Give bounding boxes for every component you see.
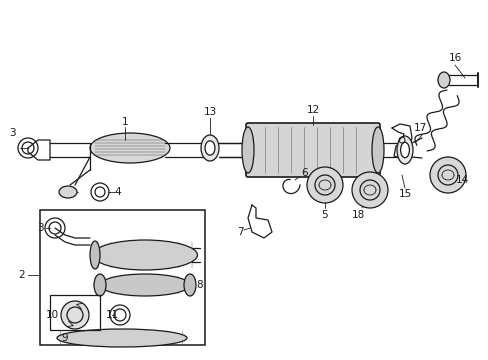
Ellipse shape bbox=[371, 127, 383, 173]
Bar bbox=[50, 295, 100, 330]
Text: 12: 12 bbox=[306, 105, 319, 115]
Ellipse shape bbox=[396, 136, 412, 164]
Text: 9: 9 bbox=[61, 333, 68, 343]
Ellipse shape bbox=[400, 142, 408, 158]
Ellipse shape bbox=[90, 133, 170, 163]
Circle shape bbox=[306, 167, 342, 203]
Text: 17: 17 bbox=[412, 123, 426, 133]
Ellipse shape bbox=[94, 274, 106, 296]
Text: 1: 1 bbox=[122, 117, 128, 127]
Text: 3: 3 bbox=[37, 223, 43, 233]
Text: 10: 10 bbox=[45, 310, 59, 320]
FancyBboxPatch shape bbox=[245, 123, 379, 177]
Ellipse shape bbox=[242, 127, 253, 173]
Text: 5: 5 bbox=[321, 210, 327, 220]
Ellipse shape bbox=[437, 72, 449, 88]
Ellipse shape bbox=[183, 274, 196, 296]
Text: 8: 8 bbox=[196, 280, 203, 290]
Text: 6: 6 bbox=[301, 168, 307, 178]
Text: 13: 13 bbox=[203, 107, 216, 117]
Ellipse shape bbox=[92, 240, 197, 270]
Ellipse shape bbox=[201, 135, 219, 161]
Text: 3: 3 bbox=[9, 128, 15, 138]
Bar bbox=[40, 210, 204, 345]
Text: 18: 18 bbox=[351, 210, 364, 220]
Text: 14: 14 bbox=[454, 175, 468, 185]
Ellipse shape bbox=[57, 329, 186, 347]
Circle shape bbox=[61, 301, 89, 329]
Ellipse shape bbox=[90, 241, 100, 269]
Text: 7: 7 bbox=[236, 227, 243, 237]
Ellipse shape bbox=[100, 274, 190, 296]
Circle shape bbox=[429, 157, 465, 193]
Ellipse shape bbox=[59, 186, 77, 198]
Text: 16: 16 bbox=[447, 53, 461, 63]
Text: 11: 11 bbox=[105, 310, 119, 320]
Circle shape bbox=[351, 172, 387, 208]
Ellipse shape bbox=[204, 141, 215, 155]
Text: 15: 15 bbox=[398, 189, 411, 199]
Text: 2: 2 bbox=[19, 270, 25, 280]
Text: 4: 4 bbox=[115, 187, 121, 197]
